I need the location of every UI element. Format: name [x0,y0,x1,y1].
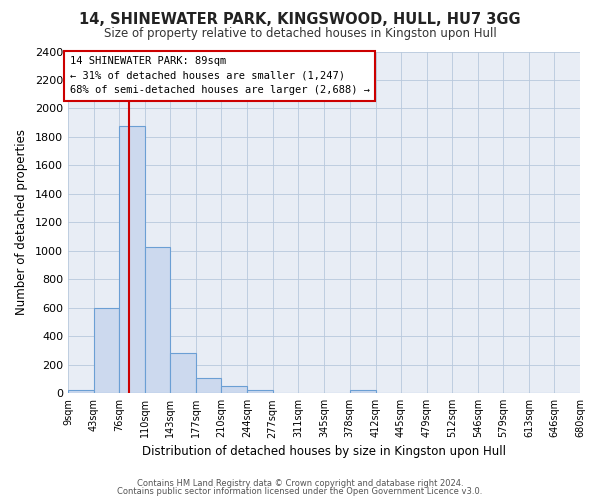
Bar [119,126,145,393]
Bar [221,386,247,393]
Text: Contains HM Land Registry data © Crown copyright and database right 2024.: Contains HM Land Registry data © Crown c… [137,478,463,488]
Bar [170,354,196,393]
Y-axis label: Number of detached properties: Number of detached properties [15,130,28,316]
Text: Size of property relative to detached houses in Kingston upon Hull: Size of property relative to detached ho… [104,28,496,40]
X-axis label: Distribution of detached houses by size in Kingston upon Hull: Distribution of detached houses by size … [142,444,506,458]
Text: 14, SHINEWATER PARK, KINGSWOOD, HULL, HU7 3GG: 14, SHINEWATER PARK, KINGSWOOD, HULL, HU… [79,12,521,28]
Text: 14 SHINEWATER PARK: 89sqm
← 31% of detached houses are smaller (1,247)
68% of se: 14 SHINEWATER PARK: 89sqm ← 31% of detac… [70,56,370,96]
Bar [196,378,221,393]
Text: Contains public sector information licensed under the Open Government Licence v3: Contains public sector information licen… [118,487,482,496]
Bar [350,390,376,393]
Bar [68,390,94,393]
Bar [94,308,119,393]
Bar [145,246,170,393]
Bar [247,390,272,393]
